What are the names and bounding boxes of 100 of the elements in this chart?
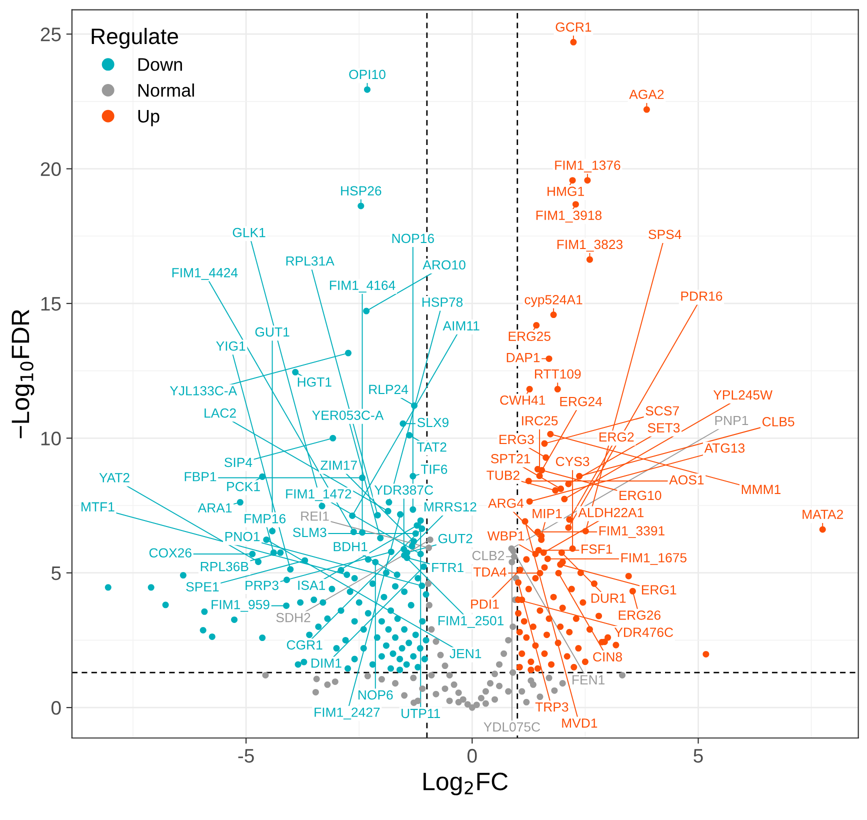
annotation: HSP78 [422, 298, 463, 307]
annotation: MTF1 [82, 502, 114, 512]
y-tick-label: 20 [40, 162, 61, 176]
annotation: AIM11 [442, 321, 480, 330]
annotation: SIP4 [224, 458, 252, 468]
annotation: FIM1_1472 [286, 489, 352, 502]
x-tick-label: 5 [694, 749, 703, 763]
annotation: FIM1_3918 [536, 210, 602, 222]
annotation: TIF6 [420, 464, 448, 474]
annotation: DUR1 [591, 594, 626, 603]
annotation: PNP1 [715, 416, 748, 426]
annotation: ERG3 [500, 434, 534, 444]
annotation: TDA4 [473, 567, 506, 577]
annotation: cyp524A1 [524, 294, 582, 307]
annotation: YPL245W [713, 390, 772, 400]
annotation: SPE1 [186, 582, 219, 592]
annotation: ERG26 [618, 610, 660, 620]
annotation: NOP16 [392, 234, 434, 244]
y-tick-label: 25 [40, 28, 61, 42]
annotation: FIM1_4164 [330, 280, 396, 292]
annotation: FBP1 [184, 472, 216, 482]
annotation: SPT21 [490, 454, 530, 464]
y-tick-label: 15 [41, 297, 61, 311]
legend-label: Normal [138, 84, 194, 97]
annotation: REI1 [301, 512, 329, 521]
annotation: TRP3 [535, 702, 568, 712]
annotation: ALDH22A1 [578, 508, 644, 518]
annotation: TUB2 [486, 470, 520, 480]
y-tick-label: 10 [41, 432, 61, 446]
annotation: CIN8 [593, 652, 622, 662]
annotation: SDH2 [276, 612, 310, 622]
annotation: FSF1 [582, 544, 612, 554]
annotation: ERG1 [642, 585, 676, 594]
annotation: FTR1 [432, 562, 464, 572]
annotation: YIG1 [216, 341, 246, 351]
annotation: RPL31A [286, 256, 334, 266]
x-tick-label: -5 [238, 749, 254, 763]
annotation: FIM1_3391 [599, 526, 664, 538]
annotation: CGR1 [286, 640, 322, 650]
annotation: DIM1 [312, 658, 342, 668]
annotation: FIM1_1376 [555, 160, 620, 172]
annotation: FIM1_2501 [438, 616, 504, 628]
annotation: BDH1 [334, 542, 368, 552]
annotation: FIM1_4424 [172, 268, 238, 280]
annotation: HMG1 [548, 186, 584, 196]
annotation: PRP3 [246, 580, 278, 590]
annotation: RPL36B [200, 562, 248, 572]
annotation: ERG24 [560, 396, 602, 406]
annotation: MRRS12 [424, 502, 476, 512]
annotation: YAT2 [99, 473, 130, 482]
y-tick-label: 0 [51, 701, 61, 715]
annotation: RLP24 [369, 384, 408, 394]
annotation: YDR387C [374, 485, 434, 495]
annotation: PDI1 [471, 600, 499, 609]
annotation: PNO1 [225, 532, 260, 542]
annotation: FEN1 [572, 675, 605, 684]
annotation: ARG4 [488, 498, 524, 508]
annotation: FIM1_2427 [314, 708, 380, 720]
y-tick-label: 5 [52, 566, 61, 580]
annotation: AGA2 [629, 90, 664, 100]
annotation: RTT109 [534, 369, 581, 379]
annotation: FIM1_1675 [621, 553, 686, 565]
annotation: HSP26 [341, 186, 382, 196]
annotation: FIM1_3823 [557, 240, 623, 252]
annotation: SPS4 [648, 230, 682, 240]
annotation: DAP1 [506, 353, 540, 362]
annotation: MVD1 [562, 718, 598, 728]
annotation: FMP16 [244, 514, 286, 524]
annotation: ARA1 [198, 503, 232, 512]
annotation: WBP1 [487, 531, 524, 540]
legend-label: Down [138, 58, 182, 71]
annotation: UTP11 [402, 708, 440, 718]
annotation: JEN1 [450, 649, 482, 658]
annotation: YDR476C [614, 628, 674, 637]
annotation: GUT1 [255, 327, 290, 337]
annotation: FIM1_959 [212, 600, 270, 612]
annotation: ZIM17 [320, 460, 357, 470]
annotation: ERG10 [620, 490, 662, 500]
annotation: HGT1 [298, 377, 332, 387]
annotation: COX26 [149, 548, 192, 558]
annotation: ATG13 [704, 443, 745, 453]
annotation: LAC2 [204, 408, 236, 418]
annotation: MIP1 [532, 509, 562, 518]
annotation: SLX9 [417, 418, 448, 428]
y-axis-title: −Log$_{10}$FDR [12, 310, 34, 438]
annotation: PDR16 [681, 291, 722, 301]
annotation: MATA2 [802, 510, 843, 519]
annotation: ERG25 [508, 332, 550, 341]
annotation: GUT2 [438, 534, 472, 544]
annotation: SET3 [648, 423, 680, 433]
annotation: ERG2 [599, 432, 634, 442]
annotation: GCR1 [556, 22, 592, 32]
annotation: TAT2 [416, 442, 446, 452]
x-axis-title: Log$_{2}$FC [424, 772, 508, 796]
annotation: OPI10 [349, 70, 386, 80]
legend-label: Up [138, 110, 160, 126]
annotation: ISA1 [298, 580, 325, 590]
annotation: YJL133C-A [170, 386, 238, 396]
annotation: PCK1 [227, 482, 260, 492]
x-tick-label: 0 [468, 748, 477, 763]
